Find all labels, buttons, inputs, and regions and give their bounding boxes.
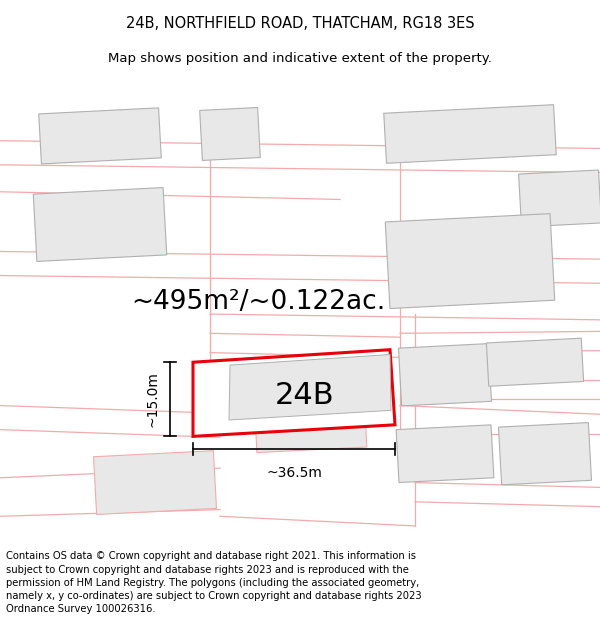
- Polygon shape: [94, 451, 217, 514]
- Polygon shape: [518, 170, 600, 227]
- Polygon shape: [499, 422, 592, 485]
- Polygon shape: [229, 354, 391, 420]
- Text: ~495m²/~0.122ac.: ~495m²/~0.122ac.: [131, 289, 385, 314]
- Polygon shape: [39, 108, 161, 164]
- Polygon shape: [384, 105, 556, 163]
- Text: 24B, NORTHFIELD ROAD, THATCHAM, RG18 3ES: 24B, NORTHFIELD ROAD, THATCHAM, RG18 3ES: [125, 16, 475, 31]
- Text: Contains OS data © Crown copyright and database right 2021. This information is
: Contains OS data © Crown copyright and d…: [6, 551, 422, 614]
- Polygon shape: [200, 107, 260, 161]
- Polygon shape: [487, 338, 584, 386]
- Polygon shape: [33, 188, 167, 261]
- Text: ~36.5m: ~36.5m: [266, 466, 322, 480]
- Text: ~15.0m: ~15.0m: [146, 371, 160, 428]
- Polygon shape: [385, 214, 555, 309]
- Polygon shape: [398, 344, 491, 406]
- Polygon shape: [253, 378, 367, 452]
- Polygon shape: [193, 350, 395, 436]
- Text: 24B: 24B: [275, 381, 335, 411]
- Text: Map shows position and indicative extent of the property.: Map shows position and indicative extent…: [108, 52, 492, 65]
- Polygon shape: [396, 425, 494, 483]
